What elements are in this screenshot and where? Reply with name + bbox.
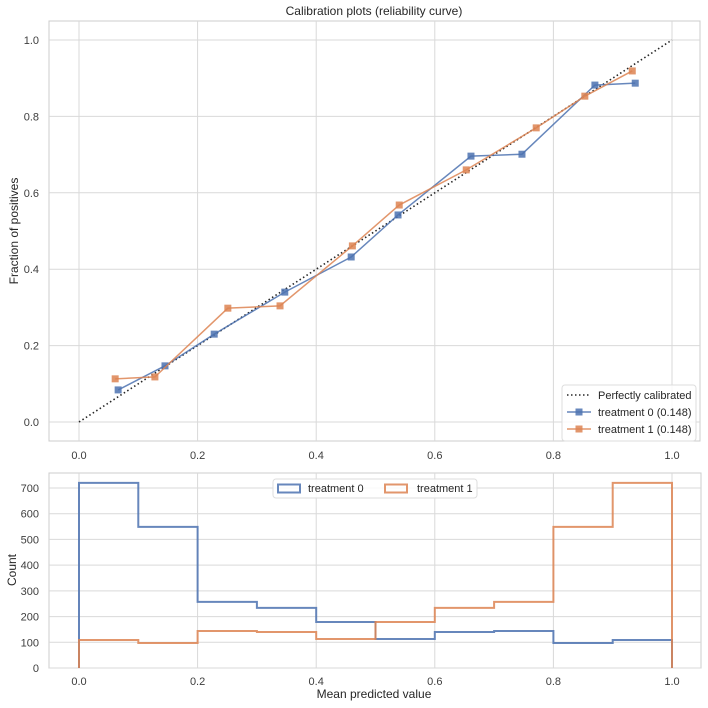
histogram-axes: 0.0 0.2 0.4 0.6 0.8 1.0 0 100 200 300 400 500 600 70… [5,472,702,701]
legend-label: treatment 0 (0.148) [598,407,692,419]
data-point-marker [532,124,540,132]
x-tick-label: 0.2 [190,676,205,688]
calibration-legend-box [561,384,697,442]
x-tick-label: 1.0 [664,676,679,688]
data-point-marker [518,150,526,158]
legend-item-perfectly-calibrated: Perfectly calibrated [567,390,692,402]
x-tick-label: 0.2 [190,450,205,462]
data-point-marker [281,288,289,296]
calibration-title: Calibration plots (reliability curve) [286,4,463,18]
legend-label: Perfectly calibrated [598,390,692,402]
y-tick-label: 300 [21,586,39,598]
legend-square-marker-icon [575,408,583,416]
series-line [117,82,636,391]
legend-label: treatment 1 (0.148) [598,424,692,436]
data-point-marker [591,81,599,89]
x-tick-label: 0.0 [71,676,86,688]
series-line [115,70,633,380]
y-tick-label: 600 [21,509,39,521]
legend-item-treatment-0: treatment 0 (0.148) [567,407,692,419]
data-point-marker [394,211,402,219]
data-point-marker [114,386,122,394]
histogram-x-label: Mean predicted value [317,687,432,701]
x-tick-label: 0.8 [546,450,561,462]
data-point-marker [210,330,218,338]
data-point-marker [161,362,169,370]
histogram-x-ticks: 0.0 0.2 0.4 0.6 0.8 1.0 [71,676,679,688]
x-tick-label: 0.4 [309,450,324,462]
y-tick-label: 0 [33,663,39,675]
calibration-axes: 0.0 0.2 0.4 0.6 0.8 1.0 0.0 0.2 0.4 0.6 0.8 1.0 Ca… [7,4,701,462]
x-tick-label: 0.6 [427,450,442,462]
data-point-marker [347,253,355,261]
x-tick-label: 1.0 [664,450,679,462]
legend-patch-icon [277,483,301,494]
data-point-marker [631,79,639,87]
data-point-marker [462,166,470,174]
y-tick-label: 0.8 [24,111,39,123]
y-tick-label: 0.0 [24,417,39,429]
legend-label: treatment 0 [308,483,364,495]
legend-patch-icon [384,483,408,494]
x-tick-label: 0.4 [309,676,324,688]
y-tick-label: 400 [21,560,39,572]
legend-square-marker-icon [575,425,583,433]
series-treatment-1 [78,481,673,668]
data-point-marker [348,242,356,250]
calibration-series [78,39,673,423]
histogram-legend-box [272,478,478,499]
data-point-marker [224,304,232,312]
y-tick-label: 200 [21,612,39,624]
y-tick-label: 100 [21,637,39,649]
data-point-marker [111,375,119,383]
data-point-marker [151,373,159,381]
series-treatment-1-0-148 [111,67,636,383]
histogram-y-ticks: 0 100 200 300 400 500 600 700 [21,483,39,675]
data-point-marker [467,152,475,160]
legend-item-treatment-1: treatment 1 (0.148) [567,424,692,436]
calibration-x-ticks: 0.0 0.2 0.4 0.6 0.8 1.0 [71,450,679,462]
x-tick-label: 0.0 [71,450,86,462]
series-perfectly-calibrated [78,39,673,423]
histogram-y-label: Count [5,553,19,586]
y-tick-label: 0.6 [24,188,39,200]
data-point-marker [395,201,403,209]
legend-item-treatment-1: treatment 1 [384,483,473,495]
series-treatment-0-0-148 [114,79,639,394]
histogram-series [78,481,673,668]
x-tick-label: 0.6 [427,676,442,688]
y-tick-label: 0.2 [24,341,39,353]
histogram-step-outline [78,481,673,668]
calibration-y-label: Fraction of positives [7,178,21,285]
calibration-plot-area [48,20,701,442]
calibration-y-ticks: 0.0 0.2 0.4 0.6 0.8 1.0 [24,35,39,429]
y-tick-label: 1.0 [24,35,39,47]
legend-label: treatment 1 [417,483,473,495]
x-tick-label: 0.8 [546,676,561,688]
data-point-marker [628,67,636,75]
legend-item-treatment-0: treatment 0 [277,483,364,495]
reference-line [78,39,673,423]
y-tick-label: 0.4 [24,264,39,276]
y-tick-label: 700 [21,483,39,495]
data-point-marker [276,302,284,310]
y-tick-label: 500 [21,534,39,546]
histogram-legend: treatment 0 treatment 1 [272,478,478,499]
calibration-legend: Perfectly calibrated treatment 0 (0.148)… [561,384,697,442]
data-point-marker [581,92,589,100]
calibration-grid [49,21,700,441]
